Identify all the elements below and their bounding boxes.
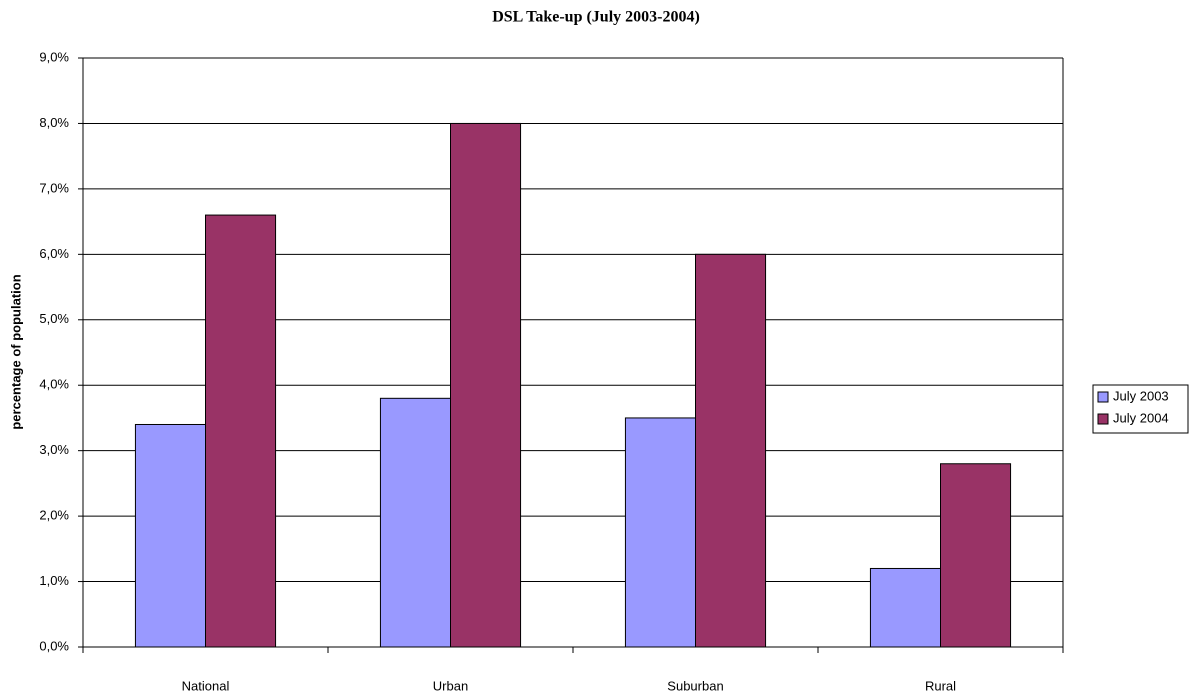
- y-tick-label: 0,0%: [39, 638, 69, 653]
- y-tick-label: 5,0%: [39, 311, 69, 326]
- x-tick-label: Urban: [433, 678, 468, 693]
- y-tick-label: 6,0%: [39, 246, 69, 261]
- bar: [205, 214, 277, 648]
- y-tick-label: 9,0%: [39, 49, 69, 64]
- bar: [379, 397, 451, 648]
- y-tick-label: 7,0%: [39, 180, 69, 195]
- bar: [624, 417, 696, 648]
- y-tick-label: 3,0%: [39, 442, 69, 457]
- y-tick-label: 1,0%: [39, 573, 69, 588]
- bar: [869, 567, 941, 648]
- bar: [940, 463, 1012, 648]
- legend-swatch: [1097, 391, 1109, 403]
- y-axis-label: percentage of population: [8, 274, 23, 429]
- legend-label: July 2004: [1113, 410, 1169, 425]
- y-tick-label: 2,0%: [39, 508, 69, 523]
- legend-swatch: [1097, 413, 1109, 425]
- bar: [134, 423, 206, 648]
- bar: [450, 122, 522, 648]
- y-tick-label: 8,0%: [39, 115, 69, 130]
- legend-label: July 2003: [1113, 388, 1169, 403]
- x-tick-label: National: [182, 678, 230, 693]
- bar: [695, 253, 767, 648]
- x-tick-label: Rural: [925, 678, 956, 693]
- chart-title: DSL Take-up (July 2003-2004): [492, 9, 700, 26]
- legend-box: [1092, 384, 1189, 434]
- y-tick-label: 4,0%: [39, 377, 69, 392]
- x-tick-label: Suburban: [667, 678, 723, 693]
